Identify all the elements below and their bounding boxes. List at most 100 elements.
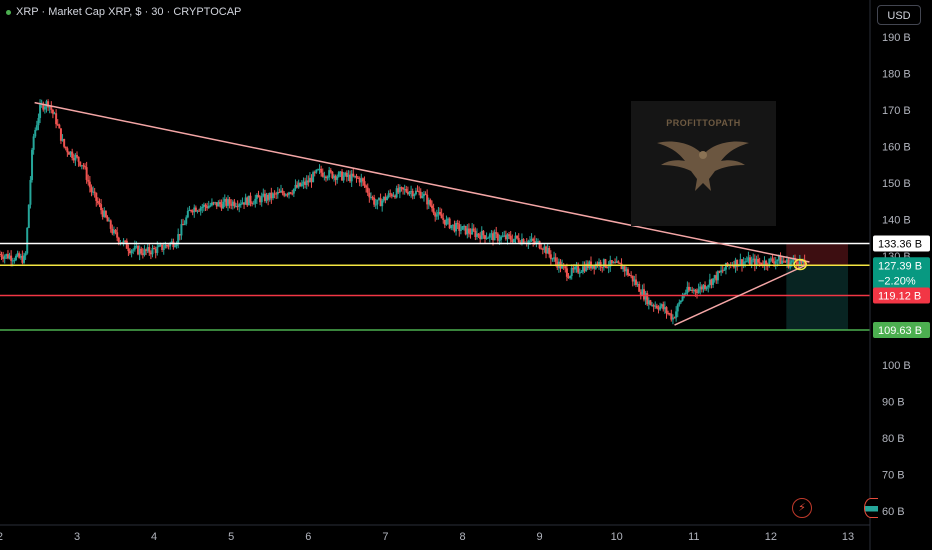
candle-body [202, 204, 205, 207]
candle-body [59, 128, 62, 141]
candle-body [686, 286, 689, 293]
candle-body [326, 177, 329, 179]
candle-body [631, 275, 634, 282]
candle-body [13, 260, 16, 262]
candle-body [684, 292, 687, 295]
candle-body [71, 151, 74, 158]
candle-body [217, 202, 220, 207]
candle-body [98, 202, 101, 205]
candle-body [257, 194, 260, 198]
y-tick-label: 190 B [882, 32, 911, 44]
candle-body [360, 178, 363, 183]
candle-body [501, 236, 504, 238]
x-tick-label: 5 [228, 531, 234, 543]
candle-body [623, 266, 626, 272]
candle-body [137, 245, 140, 255]
candle-body [278, 192, 281, 194]
candle-body [453, 224, 456, 232]
candle-body [646, 293, 649, 305]
candle-body [265, 194, 268, 202]
candle-body [580, 271, 583, 273]
current-price-tag-bg [873, 257, 930, 290]
level-tag-red: 119.12 B [878, 290, 921, 302]
candle-body [533, 240, 536, 244]
calendar-flag-icon[interactable] [864, 498, 878, 518]
candle-body [111, 228, 114, 234]
candle-body [429, 199, 432, 206]
lightning-icon[interactable]: ⚡ [792, 498, 812, 518]
candle-body [361, 178, 364, 182]
candle-body [443, 219, 446, 225]
candle-body [503, 235, 506, 237]
candle-body [154, 248, 157, 253]
candle-body [191, 210, 194, 213]
candle-body [585, 263, 588, 272]
candle-body [492, 233, 495, 241]
candle-body [747, 257, 750, 262]
candle-body [31, 149, 34, 181]
candle-body [787, 259, 790, 268]
candle-body [755, 258, 758, 266]
candle-body [475, 233, 478, 237]
candle-body [210, 202, 213, 206]
candle-body [300, 183, 303, 187]
candle-body [352, 173, 355, 177]
candle-body [591, 265, 594, 269]
currency-button[interactable]: USD [877, 5, 921, 25]
candle-body [689, 289, 692, 291]
candle-body [313, 172, 316, 174]
candle-body [302, 181, 305, 184]
candle-body [440, 214, 443, 219]
candle-body [744, 261, 747, 263]
candle-body [95, 192, 98, 202]
candle-body [310, 177, 313, 183]
x-tick-label: 10 [611, 531, 623, 543]
candle-body [231, 201, 234, 206]
candle-body [514, 235, 517, 239]
candle-body [308, 177, 311, 183]
candle-body [353, 175, 356, 177]
candle-body [129, 251, 132, 254]
candle-body [214, 202, 217, 204]
candle-body [292, 188, 295, 194]
candle-body [455, 222, 458, 232]
candle-body [233, 201, 236, 207]
candle-body [495, 232, 498, 234]
x-tick-label: 11 [688, 531, 699, 543]
candle-body [740, 259, 743, 267]
candle-body [652, 305, 655, 307]
candle-body [416, 190, 419, 192]
candle-body [410, 190, 413, 193]
candle-body [765, 260, 768, 266]
candle-body [763, 260, 766, 266]
candle-body [506, 234, 509, 240]
candle-body [19, 255, 22, 258]
candle-body [157, 245, 160, 247]
candle-body [47, 101, 50, 108]
candle-body [93, 191, 96, 193]
candle-body [386, 197, 389, 201]
candle-body [230, 203, 233, 206]
candle-body [451, 224, 454, 226]
candle-body [389, 193, 392, 195]
candle-body [103, 211, 106, 217]
candle-body [249, 195, 252, 203]
candle-body [471, 228, 474, 235]
candle-body [545, 246, 548, 254]
candle-body [602, 259, 605, 268]
candle-body [276, 192, 279, 195]
x-tick-label: 9 [537, 531, 543, 543]
candle-body [67, 152, 70, 155]
candle-body [85, 167, 88, 180]
candle-body [598, 261, 601, 266]
candle-body [329, 170, 332, 172]
candle-body [402, 187, 405, 190]
candle-body [79, 161, 82, 166]
candle-body [493, 232, 496, 241]
candle-body [437, 211, 440, 215]
candle-body [271, 193, 274, 199]
candle-body [76, 155, 78, 157]
candle-body [206, 206, 209, 209]
candle-body [757, 258, 760, 263]
